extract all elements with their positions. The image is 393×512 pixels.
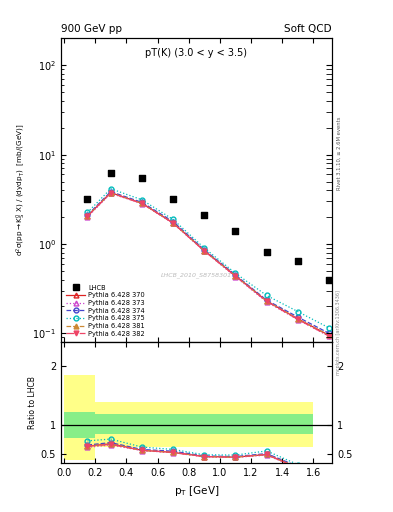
Pythia 6.428 370	[171, 220, 176, 226]
X-axis label: p$_{T}$ [GeV]: p$_{T}$ [GeV]	[174, 484, 219, 498]
Text: mcplots.cern.ch [arXiv:1306.3436]: mcplots.cern.ch [arXiv:1306.3436]	[336, 290, 341, 375]
Pythia 6.428 382	[233, 273, 238, 280]
Line: Pythia 6.428 381: Pythia 6.428 381	[85, 190, 331, 338]
Pythia 6.428 373	[108, 190, 113, 197]
Pythia 6.428 381	[233, 273, 238, 279]
Pythia 6.428 373	[264, 299, 269, 305]
Pythia 6.428 373	[202, 248, 207, 254]
Pythia 6.428 375	[171, 217, 176, 223]
Line: Pythia 6.428 382: Pythia 6.428 382	[85, 190, 331, 338]
Legend: LHCB, Pythia 6.428 370, Pythia 6.428 373, Pythia 6.428 374, Pythia 6.428 375, Py: LHCB, Pythia 6.428 370, Pythia 6.428 373…	[64, 283, 147, 338]
Y-axis label: Ratio to LHCB: Ratio to LHCB	[28, 376, 37, 429]
Pythia 6.428 370	[202, 248, 207, 254]
Pythia 6.428 374	[108, 188, 113, 195]
Pythia 6.428 370	[296, 316, 300, 322]
Pythia 6.428 374	[233, 272, 238, 278]
Pythia 6.428 370	[233, 273, 238, 279]
Y-axis label: d$^2\sigma$(pp$\rightarrow$K$^0_S$ X) / (dydp$_T$)  [mb/(GeV)]: d$^2\sigma$(pp$\rightarrow$K$^0_S$ X) / …	[15, 124, 28, 257]
Pythia 6.428 381	[327, 332, 331, 338]
Pythia 6.428 375	[264, 292, 269, 298]
LHCB	[263, 248, 270, 256]
LHCB	[326, 275, 332, 284]
Pythia 6.428 382	[140, 200, 144, 206]
Pythia 6.428 375	[233, 270, 238, 276]
Text: LHCB_2010_S8758301: LHCB_2010_S8758301	[161, 272, 232, 278]
Pythia 6.428 373	[171, 220, 176, 226]
Pythia 6.428 373	[85, 214, 90, 220]
LHCB	[201, 211, 208, 219]
Pythia 6.428 373	[233, 273, 238, 280]
Pythia 6.428 374	[85, 212, 90, 218]
Pythia 6.428 375	[85, 209, 90, 216]
Pythia 6.428 375	[108, 186, 113, 192]
LHCB	[295, 257, 301, 265]
Pythia 6.428 375	[140, 197, 144, 203]
Pythia 6.428 382	[296, 316, 300, 323]
Pythia 6.428 370	[327, 332, 331, 338]
Text: pT(K) (3.0 < y < 3.5): pT(K) (3.0 < y < 3.5)	[145, 48, 248, 57]
Pythia 6.428 375	[296, 309, 300, 315]
LHCB	[170, 195, 176, 203]
Pythia 6.428 382	[171, 220, 176, 226]
LHCB	[139, 174, 145, 182]
Pythia 6.428 381	[202, 248, 207, 254]
Pythia 6.428 374	[327, 330, 331, 336]
Pythia 6.428 381	[85, 213, 90, 219]
Pythia 6.428 374	[171, 219, 176, 225]
Pythia 6.428 375	[327, 325, 331, 331]
Pythia 6.428 382	[264, 298, 269, 304]
Pythia 6.428 382	[85, 213, 90, 219]
Pythia 6.428 381	[108, 189, 113, 196]
Line: Pythia 6.428 373: Pythia 6.428 373	[85, 191, 331, 338]
Pythia 6.428 382	[202, 248, 207, 254]
Pythia 6.428 374	[140, 199, 144, 205]
LHCB	[232, 227, 239, 235]
Pythia 6.428 373	[327, 333, 331, 339]
Pythia 6.428 381	[296, 316, 300, 322]
Pythia 6.428 374	[296, 314, 300, 320]
Line: Pythia 6.428 375: Pythia 6.428 375	[85, 186, 331, 330]
Text: 900 GeV pp: 900 GeV pp	[61, 24, 122, 34]
Pythia 6.428 375	[202, 245, 207, 251]
Pythia 6.428 381	[171, 220, 176, 226]
Line: Pythia 6.428 374: Pythia 6.428 374	[85, 189, 331, 336]
Pythia 6.428 373	[140, 201, 144, 207]
LHCB	[108, 169, 114, 177]
Pythia 6.428 373	[296, 316, 300, 323]
Text: Rivet 3.1.10, ≥ 2.6M events: Rivet 3.1.10, ≥ 2.6M events	[336, 117, 341, 190]
Pythia 6.428 370	[264, 298, 269, 304]
Pythia 6.428 370	[140, 200, 144, 206]
Pythia 6.428 370	[108, 189, 113, 196]
Pythia 6.428 374	[202, 247, 207, 253]
Pythia 6.428 381	[140, 200, 144, 206]
Pythia 6.428 382	[327, 333, 331, 339]
LHCB	[84, 195, 90, 203]
Pythia 6.428 382	[108, 190, 113, 196]
Pythia 6.428 374	[264, 297, 269, 303]
Pythia 6.428 381	[264, 298, 269, 304]
Line: Pythia 6.428 370: Pythia 6.428 370	[85, 190, 331, 338]
Text: Soft QCD: Soft QCD	[285, 24, 332, 34]
Pythia 6.428 370	[85, 213, 90, 219]
